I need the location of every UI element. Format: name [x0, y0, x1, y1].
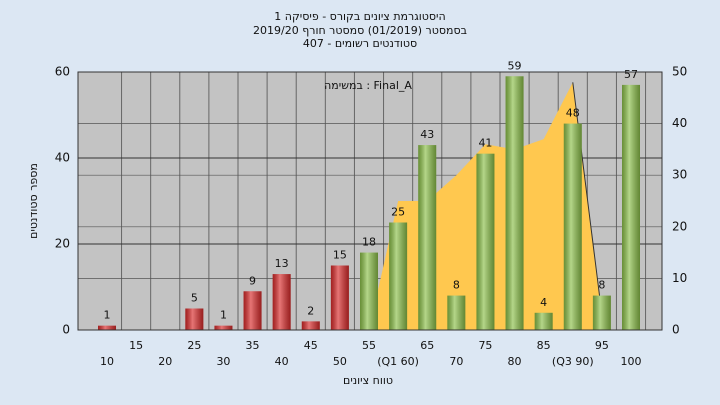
x-tick-label: 10: [100, 355, 114, 368]
bar-shade: [592, 295, 611, 330]
bar-label: 5: [191, 292, 198, 305]
bar-shade: [360, 252, 378, 330]
title: סטודנטים רשומים - 407: [303, 37, 417, 50]
plot-border: [77, 71, 663, 331]
x-tick-label: 40: [275, 355, 289, 368]
x-tick-label: 55: [362, 339, 376, 352]
x-tick-label: (Q3 90): [552, 355, 594, 368]
y-axis-label: מספר סטודנטים: [27, 163, 40, 239]
bar-shade: [272, 274, 291, 330]
annotation: Final_A : במשימה: [324, 79, 412, 92]
x-tick-label: 35: [246, 339, 260, 352]
x-tick-label: 85: [537, 339, 551, 352]
x-tick-label: 45: [304, 339, 318, 352]
x-tick-label: 50: [333, 355, 347, 368]
bar-label: 2: [307, 304, 314, 317]
bar-label: 4: [540, 296, 547, 309]
bar-shade: [534, 312, 553, 330]
x-axis-label: טווח ציונים: [343, 374, 393, 387]
bar-label: 1: [220, 309, 227, 322]
x-tick-label: 20: [158, 355, 172, 368]
y2-tick-label: 50: [672, 65, 687, 79]
title: בסמסטר (01/2019) סמסטר חורף 2019/20: [253, 24, 467, 37]
bar-shade: [214, 325, 233, 330]
bar-shade: [505, 76, 524, 330]
bar-label: 43: [420, 128, 434, 141]
title: היסטוגרמת ציונים בקורס - פיסיקה 1: [274, 10, 445, 23]
bar-shade: [98, 325, 116, 330]
bar-label: 41: [478, 137, 492, 150]
bar-label: 57: [624, 68, 638, 81]
bar-shade: [389, 222, 408, 330]
bar-label: 48: [566, 107, 580, 120]
x-tick-label: 80: [508, 355, 522, 368]
bar-label: 13: [275, 257, 289, 270]
bar-label: 1: [104, 309, 111, 322]
x-tick-label: (Q1 60): [377, 355, 419, 368]
x-tick-label: 70: [449, 355, 463, 368]
x-tick-label: 15: [129, 339, 143, 352]
bar-shade: [418, 145, 437, 330]
x-tick-label: 100: [621, 355, 642, 368]
bar-shade: [243, 291, 262, 330]
bar-shade: [447, 295, 466, 330]
y2-tick-label: 10: [672, 271, 687, 285]
y2-tick-label: 30: [672, 168, 687, 182]
area-edge: [572, 82, 603, 315]
x-tick-label: 25: [187, 339, 201, 352]
bar-shade: [563, 123, 582, 330]
x-tick-label: 65: [420, 339, 434, 352]
x-tick-label: 95: [595, 339, 609, 352]
bar-shade: [301, 321, 320, 330]
y2-tick-label: 0: [672, 323, 680, 337]
bar-label: 9: [249, 274, 256, 287]
bar-label: 18: [362, 236, 376, 249]
bar-label: 15: [333, 249, 347, 262]
bar-shade: [185, 308, 204, 330]
bar-label: 59: [508, 59, 522, 72]
bar-shade: [330, 265, 349, 330]
y-tick-label: 60: [55, 65, 70, 79]
y-tick-label: 40: [55, 151, 70, 165]
bar-label: 8: [598, 279, 605, 292]
bar-label: 25: [391, 206, 405, 219]
x-tick-label: 30: [216, 355, 230, 368]
y-tick-label: 20: [55, 237, 70, 251]
bar-shade: [476, 153, 495, 330]
bar-shade: [622, 84, 640, 331]
y2-tick-label: 40: [672, 116, 687, 130]
bar-label: 8: [453, 279, 460, 292]
y-tick-label: 0: [62, 323, 70, 337]
plot: 0 20 40 60 0 10 20 30 40 50 1 10 15 20 5 25 1 30 9 35 13 40 2 4…: [55, 59, 688, 368]
y2-tick-label: 20: [672, 219, 687, 233]
x-tick-label: 75: [478, 339, 492, 352]
